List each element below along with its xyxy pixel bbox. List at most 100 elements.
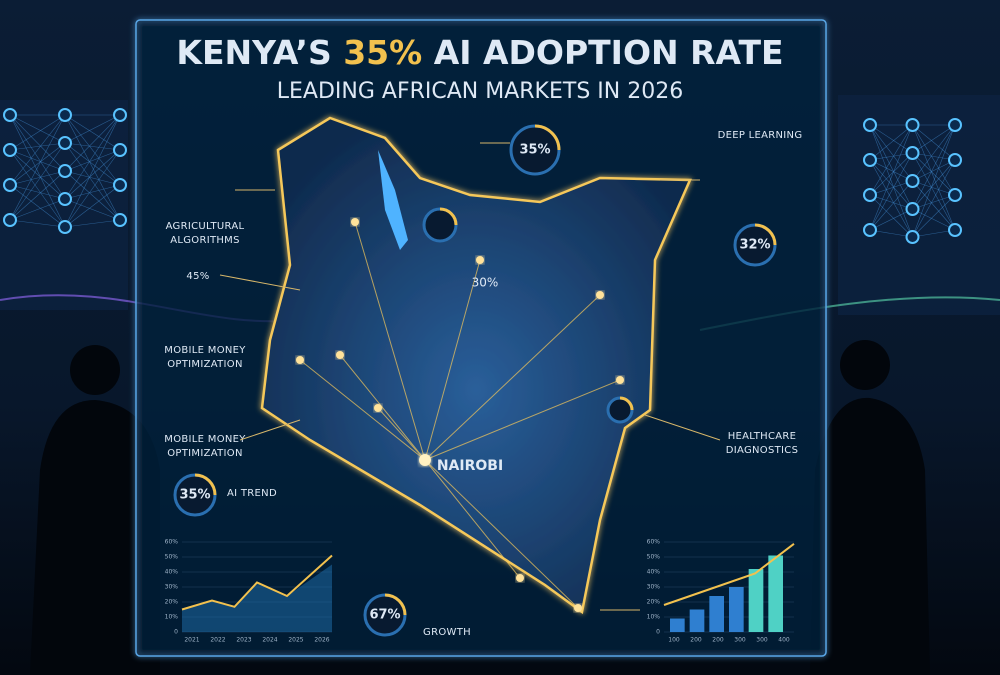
net-node bbox=[113, 213, 127, 227]
net-link bbox=[869, 152, 913, 196]
net-link bbox=[912, 159, 956, 238]
net-link bbox=[912, 152, 956, 196]
chart-x-tick-label: 300 bbox=[734, 637, 746, 644]
routes bbox=[299, 221, 621, 609]
net-node bbox=[905, 118, 920, 132]
chart-y-tick-label: 60% bbox=[165, 539, 179, 546]
chart-x-tick-label: 2021 bbox=[184, 637, 199, 644]
net-link bbox=[912, 194, 956, 238]
chart-x-tick-label: 300 bbox=[756, 637, 768, 644]
ring-value: 35% bbox=[179, 488, 210, 503]
net-link bbox=[869, 229, 913, 238]
net-link bbox=[869, 208, 913, 231]
net-link bbox=[869, 194, 913, 210]
net-link bbox=[912, 124, 956, 182]
city-label: NAIROBI bbox=[437, 458, 503, 474]
net-link bbox=[64, 149, 121, 200]
net-link bbox=[9, 184, 66, 200]
net-link bbox=[869, 152, 913, 231]
net-node bbox=[905, 146, 920, 160]
rings bbox=[173, 124, 777, 637]
callout-label: DIAGNOSTICS bbox=[726, 445, 798, 456]
hub-node bbox=[596, 291, 604, 299]
net-link bbox=[9, 114, 66, 200]
net-link bbox=[64, 170, 121, 186]
chart-y-tick-label: 0 bbox=[656, 629, 660, 636]
net-link bbox=[64, 114, 121, 144]
person-head bbox=[70, 345, 120, 395]
net-link bbox=[64, 142, 121, 186]
chart-y-tick-label: 60% bbox=[647, 539, 661, 546]
net-link bbox=[869, 159, 913, 238]
chart-x-tick-label: 400 bbox=[778, 637, 790, 644]
net-link bbox=[9, 170, 66, 221]
decor-bar bbox=[689, 609, 705, 632]
net-link bbox=[64, 219, 121, 228]
hub-node bbox=[374, 404, 382, 412]
chart-y-tick-label: 40% bbox=[647, 569, 661, 576]
person-body bbox=[30, 400, 160, 675]
net-link bbox=[869, 180, 913, 231]
net-link bbox=[9, 142, 66, 221]
chart-y-tick-label: 20% bbox=[165, 599, 179, 606]
lake-turkana bbox=[378, 150, 408, 250]
ring-value: 35% bbox=[519, 143, 550, 158]
net-link bbox=[869, 124, 913, 231]
net-link bbox=[869, 124, 913, 238]
chart-y-tick-label: 20% bbox=[647, 599, 661, 606]
chart-y-tick-label: 30% bbox=[647, 584, 661, 591]
hub-node bbox=[336, 351, 344, 359]
net-link bbox=[64, 114, 121, 221]
net-link bbox=[9, 149, 66, 172]
hub-node bbox=[419, 454, 431, 466]
net-node bbox=[863, 153, 877, 167]
route bbox=[354, 221, 426, 461]
decor-bar bbox=[748, 569, 764, 632]
leader-line bbox=[219, 274, 301, 291]
route bbox=[424, 294, 601, 461]
ring-arc bbox=[384, 593, 407, 616]
net-node bbox=[58, 192, 72, 206]
net-node bbox=[905, 202, 920, 216]
net-node bbox=[948, 118, 962, 132]
net-link bbox=[912, 180, 956, 196]
net-link bbox=[869, 124, 913, 154]
callout-label: AGRICULTURAL bbox=[166, 221, 245, 232]
net-link bbox=[912, 124, 956, 210]
hub-node bbox=[616, 376, 624, 384]
net-link bbox=[912, 124, 956, 231]
net-link bbox=[9, 149, 66, 228]
net-link bbox=[869, 159, 913, 182]
map-stat: 30% bbox=[472, 276, 499, 290]
net-link bbox=[64, 142, 121, 221]
chart-x-tick-label: 100 bbox=[668, 637, 680, 644]
net-node bbox=[58, 220, 72, 234]
net-link bbox=[64, 170, 121, 221]
net-link bbox=[9, 114, 66, 228]
subtitle: LEADING AFRICAN MARKETS IN 2026 bbox=[277, 79, 683, 104]
ring-arc bbox=[439, 207, 458, 226]
net-node bbox=[948, 188, 962, 202]
net-node bbox=[113, 178, 127, 192]
net-link bbox=[9, 142, 66, 186]
callout-label: OPTIMIZATION bbox=[167, 359, 242, 370]
net-link bbox=[912, 208, 956, 231]
trend-area bbox=[182, 564, 332, 632]
net-link bbox=[9, 114, 66, 172]
callout-stat: 45% bbox=[186, 271, 209, 282]
net-node bbox=[113, 143, 127, 157]
chart-x-tick-label: 2024 bbox=[262, 637, 277, 644]
hub-node bbox=[296, 356, 304, 364]
net-node bbox=[905, 230, 920, 244]
hub-node bbox=[516, 574, 524, 582]
ring-arc bbox=[194, 473, 217, 496]
chart-x-tick-label: 2025 bbox=[288, 637, 303, 644]
neural-nets bbox=[3, 108, 962, 244]
trend-line bbox=[663, 543, 795, 606]
title-part: AI ADOPTION RATE bbox=[422, 33, 783, 72]
trend-line bbox=[181, 554, 333, 611]
kenya-map bbox=[260, 116, 692, 615]
chart-y-tick-label: 10% bbox=[647, 614, 661, 621]
net-node bbox=[58, 108, 72, 122]
route bbox=[424, 459, 521, 579]
